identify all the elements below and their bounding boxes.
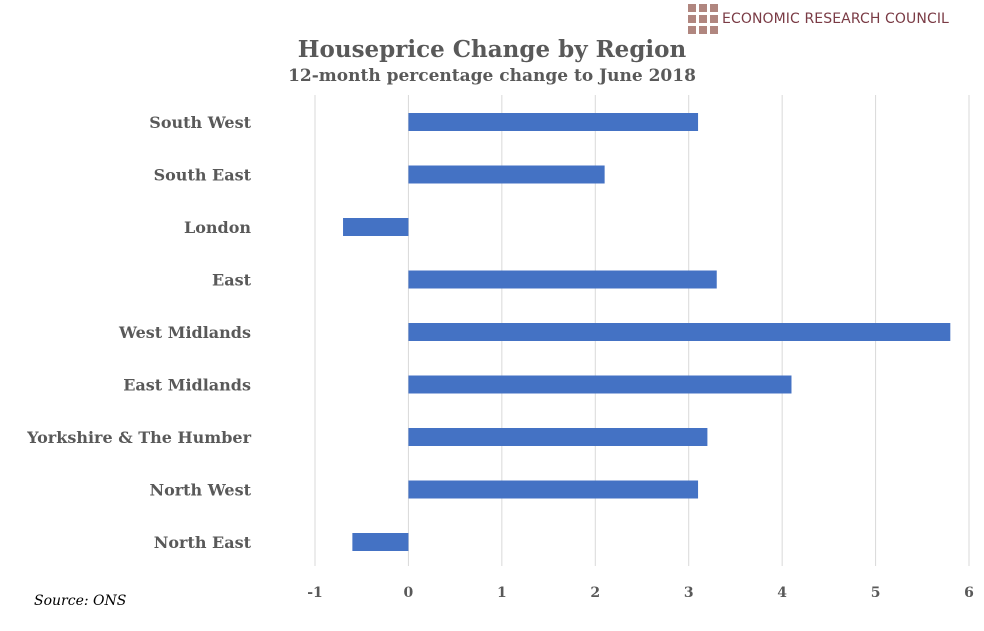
x-tick-label: 0 — [404, 585, 414, 601]
category-labels: South West South East London East West Midla… — [26, 113, 252, 552]
x-tick-label: 3 — [684, 585, 694, 601]
bar — [408, 375, 792, 394]
brand-mark-icon — [688, 4, 718, 34]
bar — [343, 218, 409, 236]
bar — [408, 113, 699, 131]
bars — [343, 113, 951, 551]
category-label: South East — [154, 166, 252, 185]
x-tick-label: 5 — [871, 585, 881, 601]
x-tick-label: -1 — [307, 585, 323, 601]
chart-subtitle: 12-month percentage change to June 2018 — [288, 66, 696, 86]
category-label: North West — [149, 481, 251, 500]
category-label: West Midlands — [118, 323, 251, 342]
x-tick-labels: -1 0 1 2 3 4 5 6 — [307, 585, 974, 601]
bar — [408, 428, 708, 446]
category-label: North East — [154, 533, 252, 552]
chart-title: Houseprice Change by Region — [297, 36, 687, 63]
brand-logo: ECONOMIC RESEARCH COUNCIL — [688, 4, 949, 34]
x-tick-label: 6 — [964, 585, 974, 601]
x-tick-label: 2 — [590, 585, 600, 601]
bar — [352, 533, 409, 551]
bar — [408, 480, 699, 499]
category-label: South West — [149, 113, 251, 132]
brand-name: ECONOMIC RESEARCH COUNCIL — [722, 11, 949, 27]
x-tick-label: 4 — [777, 585, 787, 601]
bar — [408, 165, 605, 184]
bar — [408, 323, 951, 341]
category-label: East — [212, 271, 252, 290]
x-tick-label: 1 — [497, 585, 507, 601]
category-label: Yorkshire & The Humber — [26, 428, 251, 447]
source-note: Source: ONS — [34, 593, 127, 609]
category-label: London — [184, 218, 251, 237]
category-label: East Midlands — [123, 376, 251, 395]
bar — [408, 270, 717, 289]
